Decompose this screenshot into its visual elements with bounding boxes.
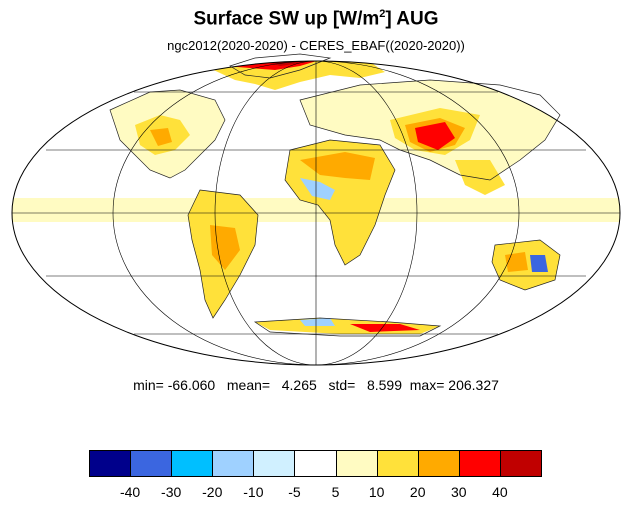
arctic-hotspot-dark — [260, 61, 308, 66]
colorbar-cell — [294, 450, 337, 477]
colorbar-tick-label: 20 — [409, 484, 426, 500]
statistics-line: min= -66.060 mean= 4.265 std= 8.599 max=… — [133, 377, 499, 393]
plot-title: Surface SW up [W/m2] AUG — [193, 8, 439, 30]
australia-negative — [530, 255, 548, 272]
arctic-region — [205, 61, 385, 90]
colorbar-cell — [212, 450, 255, 477]
antarctic-negative — [300, 318, 335, 326]
colorbar-tick-label: 30 — [451, 484, 467, 500]
colorbar — [89, 450, 542, 477]
colorbar-tick-label: -30 — [161, 484, 182, 500]
colorbar-cell — [458, 450, 501, 477]
colorbar-tick-label: -40 — [119, 484, 141, 500]
south-america-orange — [210, 225, 240, 270]
north-america-orange — [150, 128, 172, 146]
middle-east-red — [415, 122, 455, 150]
colorbar-tick-label: 5 — [331, 484, 340, 500]
graticule — [12, 60, 620, 366]
antarctic-red — [350, 324, 420, 332]
sahara-orange — [300, 152, 375, 180]
australia-orange — [505, 252, 528, 272]
sahel-negative — [300, 178, 335, 200]
colorbar-tick-label: -5 — [288, 484, 301, 500]
globe-outline — [11, 60, 621, 366]
colorbar-cell — [89, 450, 132, 477]
colorbar-cell — [376, 450, 419, 477]
colorbar-cell — [171, 450, 214, 477]
colorbar-tick-label: 40 — [492, 484, 508, 500]
colorbar-tick-label: 10 — [368, 484, 385, 500]
colorbar-tick-label: -10 — [243, 484, 264, 500]
coastlines — [109, 53, 561, 337]
plot-subtitle: ngc2012(2020-2020) - CERES_EBAF((2020-20… — [167, 38, 465, 53]
colorbar-cell — [499, 450, 542, 477]
colorbar-cell — [417, 450, 460, 477]
colorbar-cell — [335, 450, 378, 477]
colorbar-tick-label: -20 — [202, 484, 223, 500]
colorbar-cell — [253, 450, 296, 477]
colorbar-cell — [130, 450, 173, 477]
south-asia-yellow — [455, 160, 505, 195]
